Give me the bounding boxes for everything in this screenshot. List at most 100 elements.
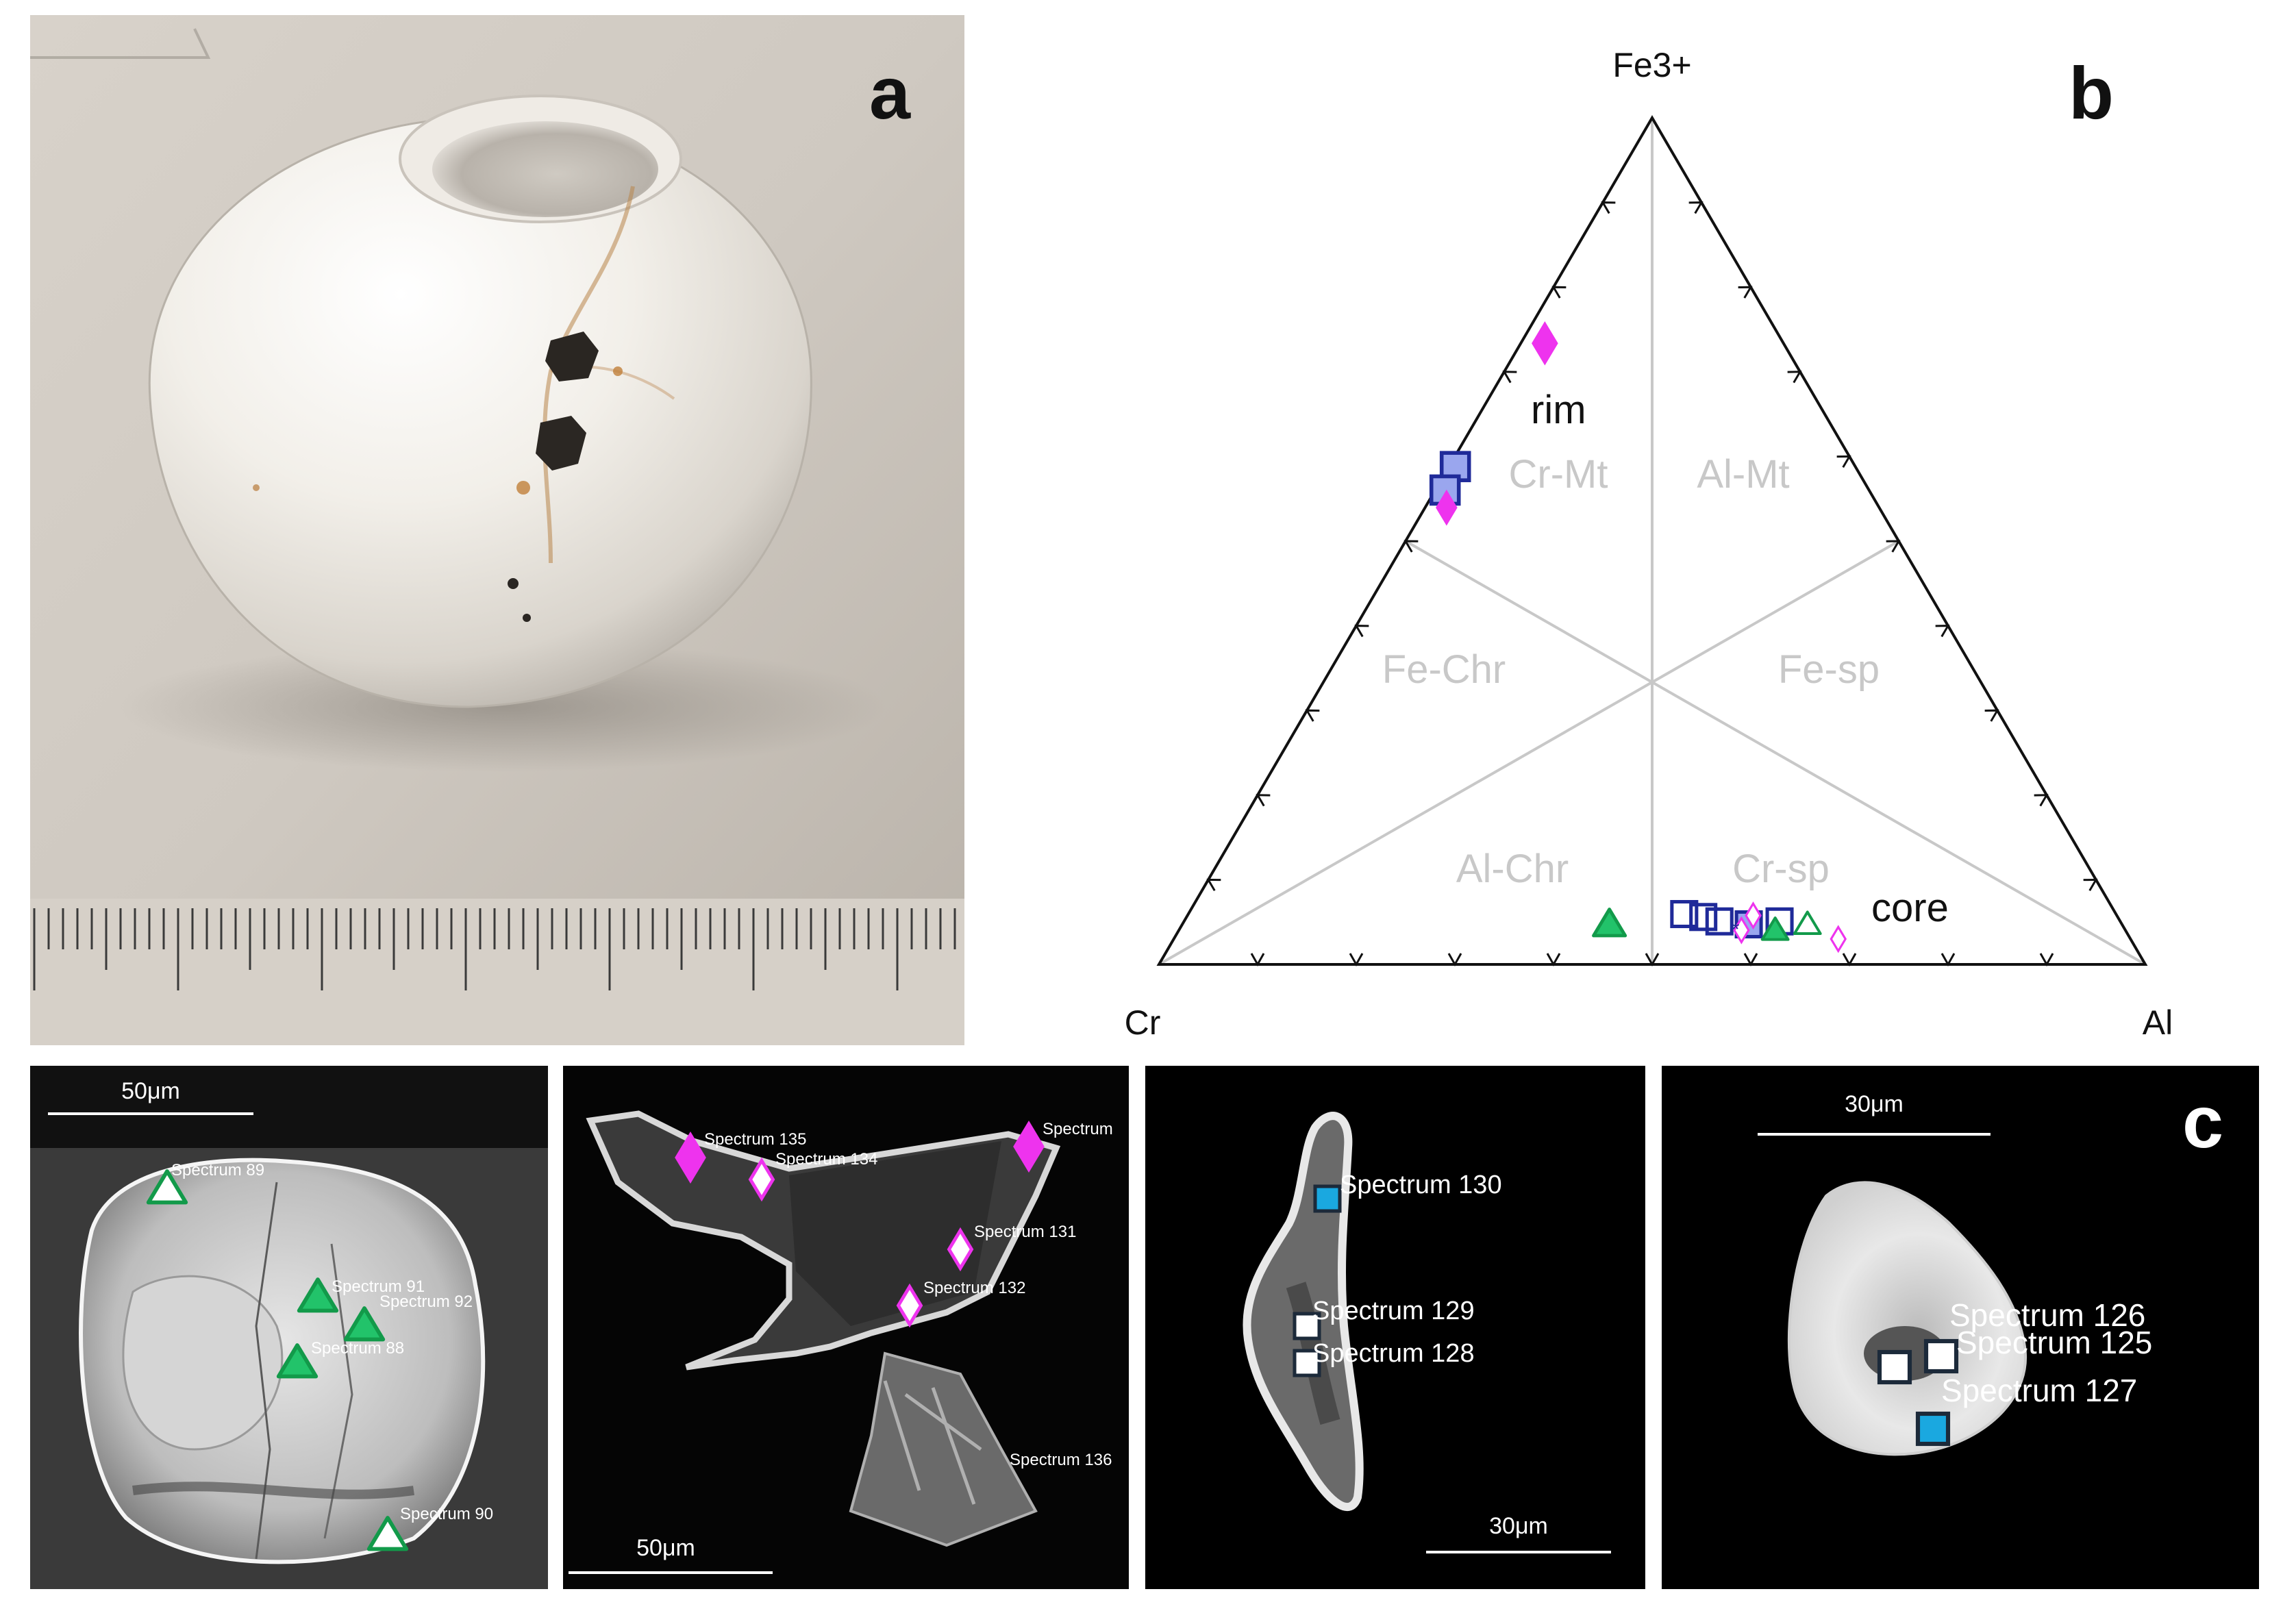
spectrum-marker <box>896 1283 923 1328</box>
ternary-ticks <box>1206 201 2098 967</box>
spectrum-label: Spectrum 136 <box>1010 1451 1112 1469</box>
data-point <box>1745 901 1762 930</box>
spectrum-marker <box>1293 1312 1321 1340</box>
axis-tick <box>1447 953 1462 967</box>
field-label-al-mt: Al-Mt <box>1697 452 1789 497</box>
data-point <box>1436 489 1458 526</box>
panel-c-letter: c <box>2182 1080 2224 1163</box>
axis-tick <box>1645 953 1660 967</box>
axis-tick <box>1787 371 1802 384</box>
axis-tick <box>2034 794 2049 807</box>
chromite-grain <box>536 416 586 471</box>
spectrum-markers: Spectrum 130 Spectrum 129 Spectrum 128 <box>1293 1171 1502 1377</box>
data-point <box>1532 321 1558 366</box>
axis-tick <box>1842 953 1857 967</box>
axis-tick <box>1738 286 1753 299</box>
axis-tick <box>1935 625 1950 638</box>
data-point <box>1670 899 1699 929</box>
axis-tick <box>1305 709 1320 722</box>
apex-label-al: Al <box>2143 1003 2173 1041</box>
axis-tick <box>1743 953 1758 967</box>
axis-tick <box>1206 878 1221 891</box>
panel-c-bse-1: 50μm Spectrum 89 Spectrum 91 Spectrum 92 Sp… <box>30 1066 548 1589</box>
axis-tick <box>2083 878 2098 891</box>
spectrum-marker <box>146 1169 188 1205</box>
spectrum-label: Spectrum 129 <box>1312 1297 1475 1325</box>
axis-tick <box>1551 286 1567 299</box>
data-point <box>1760 916 1790 941</box>
annotation-core: core <box>1871 886 1949 930</box>
scale-bar-label: 50μm <box>636 1535 695 1561</box>
spectrum-marker <box>675 1131 706 1184</box>
ruler-ticks <box>33 908 956 990</box>
spectrum-label: Spectrum 126 <box>1949 1297 2145 1333</box>
data-point <box>1733 916 1750 945</box>
axis-tick <box>2039 953 2054 967</box>
spectrum-marker <box>343 1306 386 1342</box>
ruler <box>30 899 964 1045</box>
axis-tick <box>1941 953 1956 967</box>
panel-c-bse-4: 30μm Spectrum 126 Spectrum 125 Spectrum 12… <box>1662 1066 2259 1589</box>
panel-a-letter: a <box>869 51 911 134</box>
spectrum-label: Spectrum 132 <box>923 1279 1025 1297</box>
field-label-fe-chr: Fe-Chr <box>1382 647 1506 692</box>
spectrum-label: Spectrum 92 <box>379 1292 473 1311</box>
data-point <box>1689 903 1718 932</box>
panel-c-bse-2: 50μm Spectrum 135 Spectrum 134 Spectrum Spe… <box>563 1066 1129 1589</box>
spectrum-label: Spectrum 128 <box>1312 1339 1475 1368</box>
field-label-cr-sp: Cr-sp <box>1732 847 1830 891</box>
axis-tick <box>1984 709 1999 722</box>
data-point <box>1705 907 1734 936</box>
apex-label-fe3: Fe3+ <box>1612 46 1691 84</box>
spectrum-label: Spectrum 125 <box>1956 1325 2152 1360</box>
spectrum-label: Spectrum 135 <box>704 1130 806 1149</box>
spectrum-marker <box>947 1227 974 1272</box>
axis-tick <box>1502 371 1517 384</box>
data-point: * <box>1732 919 1739 940</box>
spectrum-marker <box>276 1343 319 1379</box>
bead-photo <box>30 15 964 1045</box>
axis-tick <box>1601 201 1616 214</box>
ternary-data-points: * <box>1429 321 1847 953</box>
axis-tick <box>1546 953 1561 967</box>
panel-b-letter: b <box>2069 51 2114 134</box>
axis-tick <box>1250 953 1265 967</box>
spectrum-label: Spectrum <box>1043 1120 1113 1138</box>
field-boundary <box>1158 540 1899 966</box>
scale-bar-label: 50μm <box>121 1078 180 1104</box>
spectrum-marker <box>297 1277 339 1313</box>
spectrum-label: Spectrum 130 <box>1340 1171 1502 1199</box>
data-point <box>1830 925 1847 953</box>
spectrum-label: Spectrum 88 <box>311 1339 404 1358</box>
data-point <box>1592 908 1627 938</box>
axis-tick <box>1688 201 1704 214</box>
data-point <box>1793 910 1822 936</box>
spectrum-marker <box>748 1157 775 1202</box>
annotation-rim: rim <box>1531 388 1586 432</box>
axis-tick <box>1403 540 1419 553</box>
axis-tick <box>1836 455 1851 468</box>
panel-b-ternary: Fe3+ Cr Al Cr-Mt Al-Mt Fe-Chr Fe-sp Al-C… <box>986 0 2296 1041</box>
mineral-grain <box>849 1351 1038 1547</box>
spectrum-label: Spectrum 89 <box>171 1161 264 1179</box>
field-label-cr-mt: Cr-Mt <box>1509 452 1608 497</box>
field-label-fe-sp: Fe-sp <box>1778 647 1880 692</box>
axis-tick <box>1354 625 1369 638</box>
scale-bar-label: 30μm <box>1489 1513 1548 1539</box>
chromite-grain <box>545 332 599 382</box>
spectrum-label: Spectrum 134 <box>775 1150 877 1169</box>
axis-tick <box>1349 953 1364 967</box>
bead-hole <box>432 121 658 217</box>
ternary-diagram: Fe3+ Cr Al Cr-Mt Al-Mt Fe-Chr Fe-sp Al-C… <box>1125 46 2173 1041</box>
svg-text:*: * <box>1732 919 1739 940</box>
spectrum-marker <box>366 1516 409 1551</box>
spectrum-marker <box>1915 1411 1951 1447</box>
apex-label-cr: Cr <box>1125 1003 1161 1041</box>
ternary-field-lines <box>1158 118 2146 966</box>
spectrum-label: Spectrum 90 <box>400 1505 493 1523</box>
